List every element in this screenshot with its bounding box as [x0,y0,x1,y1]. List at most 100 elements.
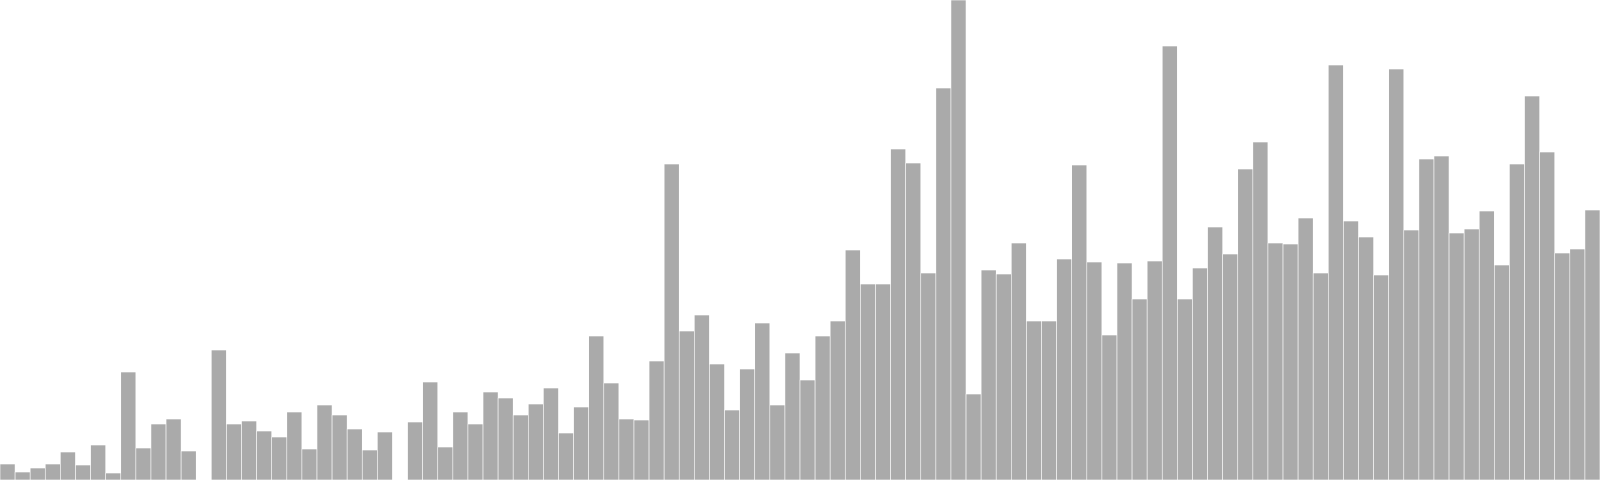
bar-81 [1222,253,1239,480]
bar-16 [241,420,257,480]
bar-53 [799,379,816,480]
bar-48 [724,409,740,480]
bar-90 [1358,236,1374,480]
bar-57 [860,283,876,480]
bar-23 [346,428,363,480]
bar-51 [769,404,786,480]
bar-76 [1146,260,1163,480]
bar-5 [75,464,91,480]
bar-0 [0,463,16,480]
bar-80 [1207,226,1223,480]
bar-63 [950,0,967,480]
bar-84 [1267,242,1284,480]
bar-103 [1554,252,1571,480]
bar-21 [316,404,333,480]
bar-75 [1131,298,1148,480]
bar-85 [1282,243,1299,480]
bar-25 [377,431,393,480]
bar-86 [1297,217,1314,480]
bar-20 [301,448,318,480]
bar-3 [44,463,61,480]
bar-92 [1388,68,1405,480]
bar-78 [1177,298,1193,480]
bar-64 [965,393,982,480]
bar-40 [603,382,620,480]
bar-8 [120,371,137,480]
bar-82 [1237,168,1254,480]
bar-102 [1539,151,1556,480]
bar-101 [1524,95,1540,480]
bar-66 [995,273,1012,480]
bar-99 [1494,264,1510,480]
bar-105 [1584,209,1600,480]
bar-4 [60,451,76,480]
bar-100 [1509,163,1525,480]
bar-11 [165,418,182,480]
bar-19 [286,411,303,480]
bar-31 [467,423,484,480]
bar-42 [633,419,650,480]
bar-18 [271,436,288,480]
bar-93 [1403,229,1420,480]
bar-73 [1101,334,1118,480]
bar-44 [663,163,680,480]
bar-33 [497,397,514,480]
bar-69 [1041,320,1057,480]
bar-49 [739,368,756,480]
bar-41 [618,418,635,480]
bar-38 [573,406,589,480]
bar-83 [1252,141,1269,480]
bar-34 [512,414,529,480]
bar-35 [527,403,544,480]
bar-39 [588,335,605,480]
bar-60 [905,162,922,480]
bar-45 [678,330,695,480]
bar-67 [1011,242,1027,480]
bar-28 [422,381,439,480]
bar-104 [1569,248,1586,480]
bar-32 [482,391,499,480]
bar-87 [1312,272,1329,480]
bar-12 [180,450,197,480]
bar-62 [935,87,952,480]
bar-97 [1463,228,1480,480]
bar-89 [1343,220,1359,480]
bar-10 [150,423,167,480]
bar-70 [1056,258,1072,480]
bar-58 [875,283,891,480]
bar-9 [135,447,152,480]
bar-59 [890,148,906,480]
bar-27 [407,421,423,480]
bar-96 [1448,232,1465,480]
bar-46 [694,314,710,480]
bar-79 [1192,267,1208,480]
bar-2 [29,467,46,480]
bar-74 [1116,262,1133,480]
bar-54 [814,335,831,480]
bar-7 [105,472,122,480]
bar-94 [1418,158,1435,480]
bar-1 [14,471,31,480]
bar-65 [980,269,997,480]
bar-43 [648,360,665,480]
bar-36 [543,387,559,480]
bar-14 [211,349,227,480]
bar-77 [1161,45,1178,480]
bar-55 [829,320,846,480]
bar-15 [226,423,242,480]
bar-22 [331,414,348,480]
bar-24 [361,449,378,480]
bar-88 [1328,64,1344,480]
bar-37 [558,432,574,480]
bar-47 [709,363,725,480]
bar-68 [1026,320,1042,480]
bar-72 [1086,261,1103,480]
bar-30 [452,411,469,480]
bar-52 [784,352,801,480]
bar-71 [1071,164,1088,480]
bar-50 [754,322,771,480]
bar-29 [437,446,454,480]
